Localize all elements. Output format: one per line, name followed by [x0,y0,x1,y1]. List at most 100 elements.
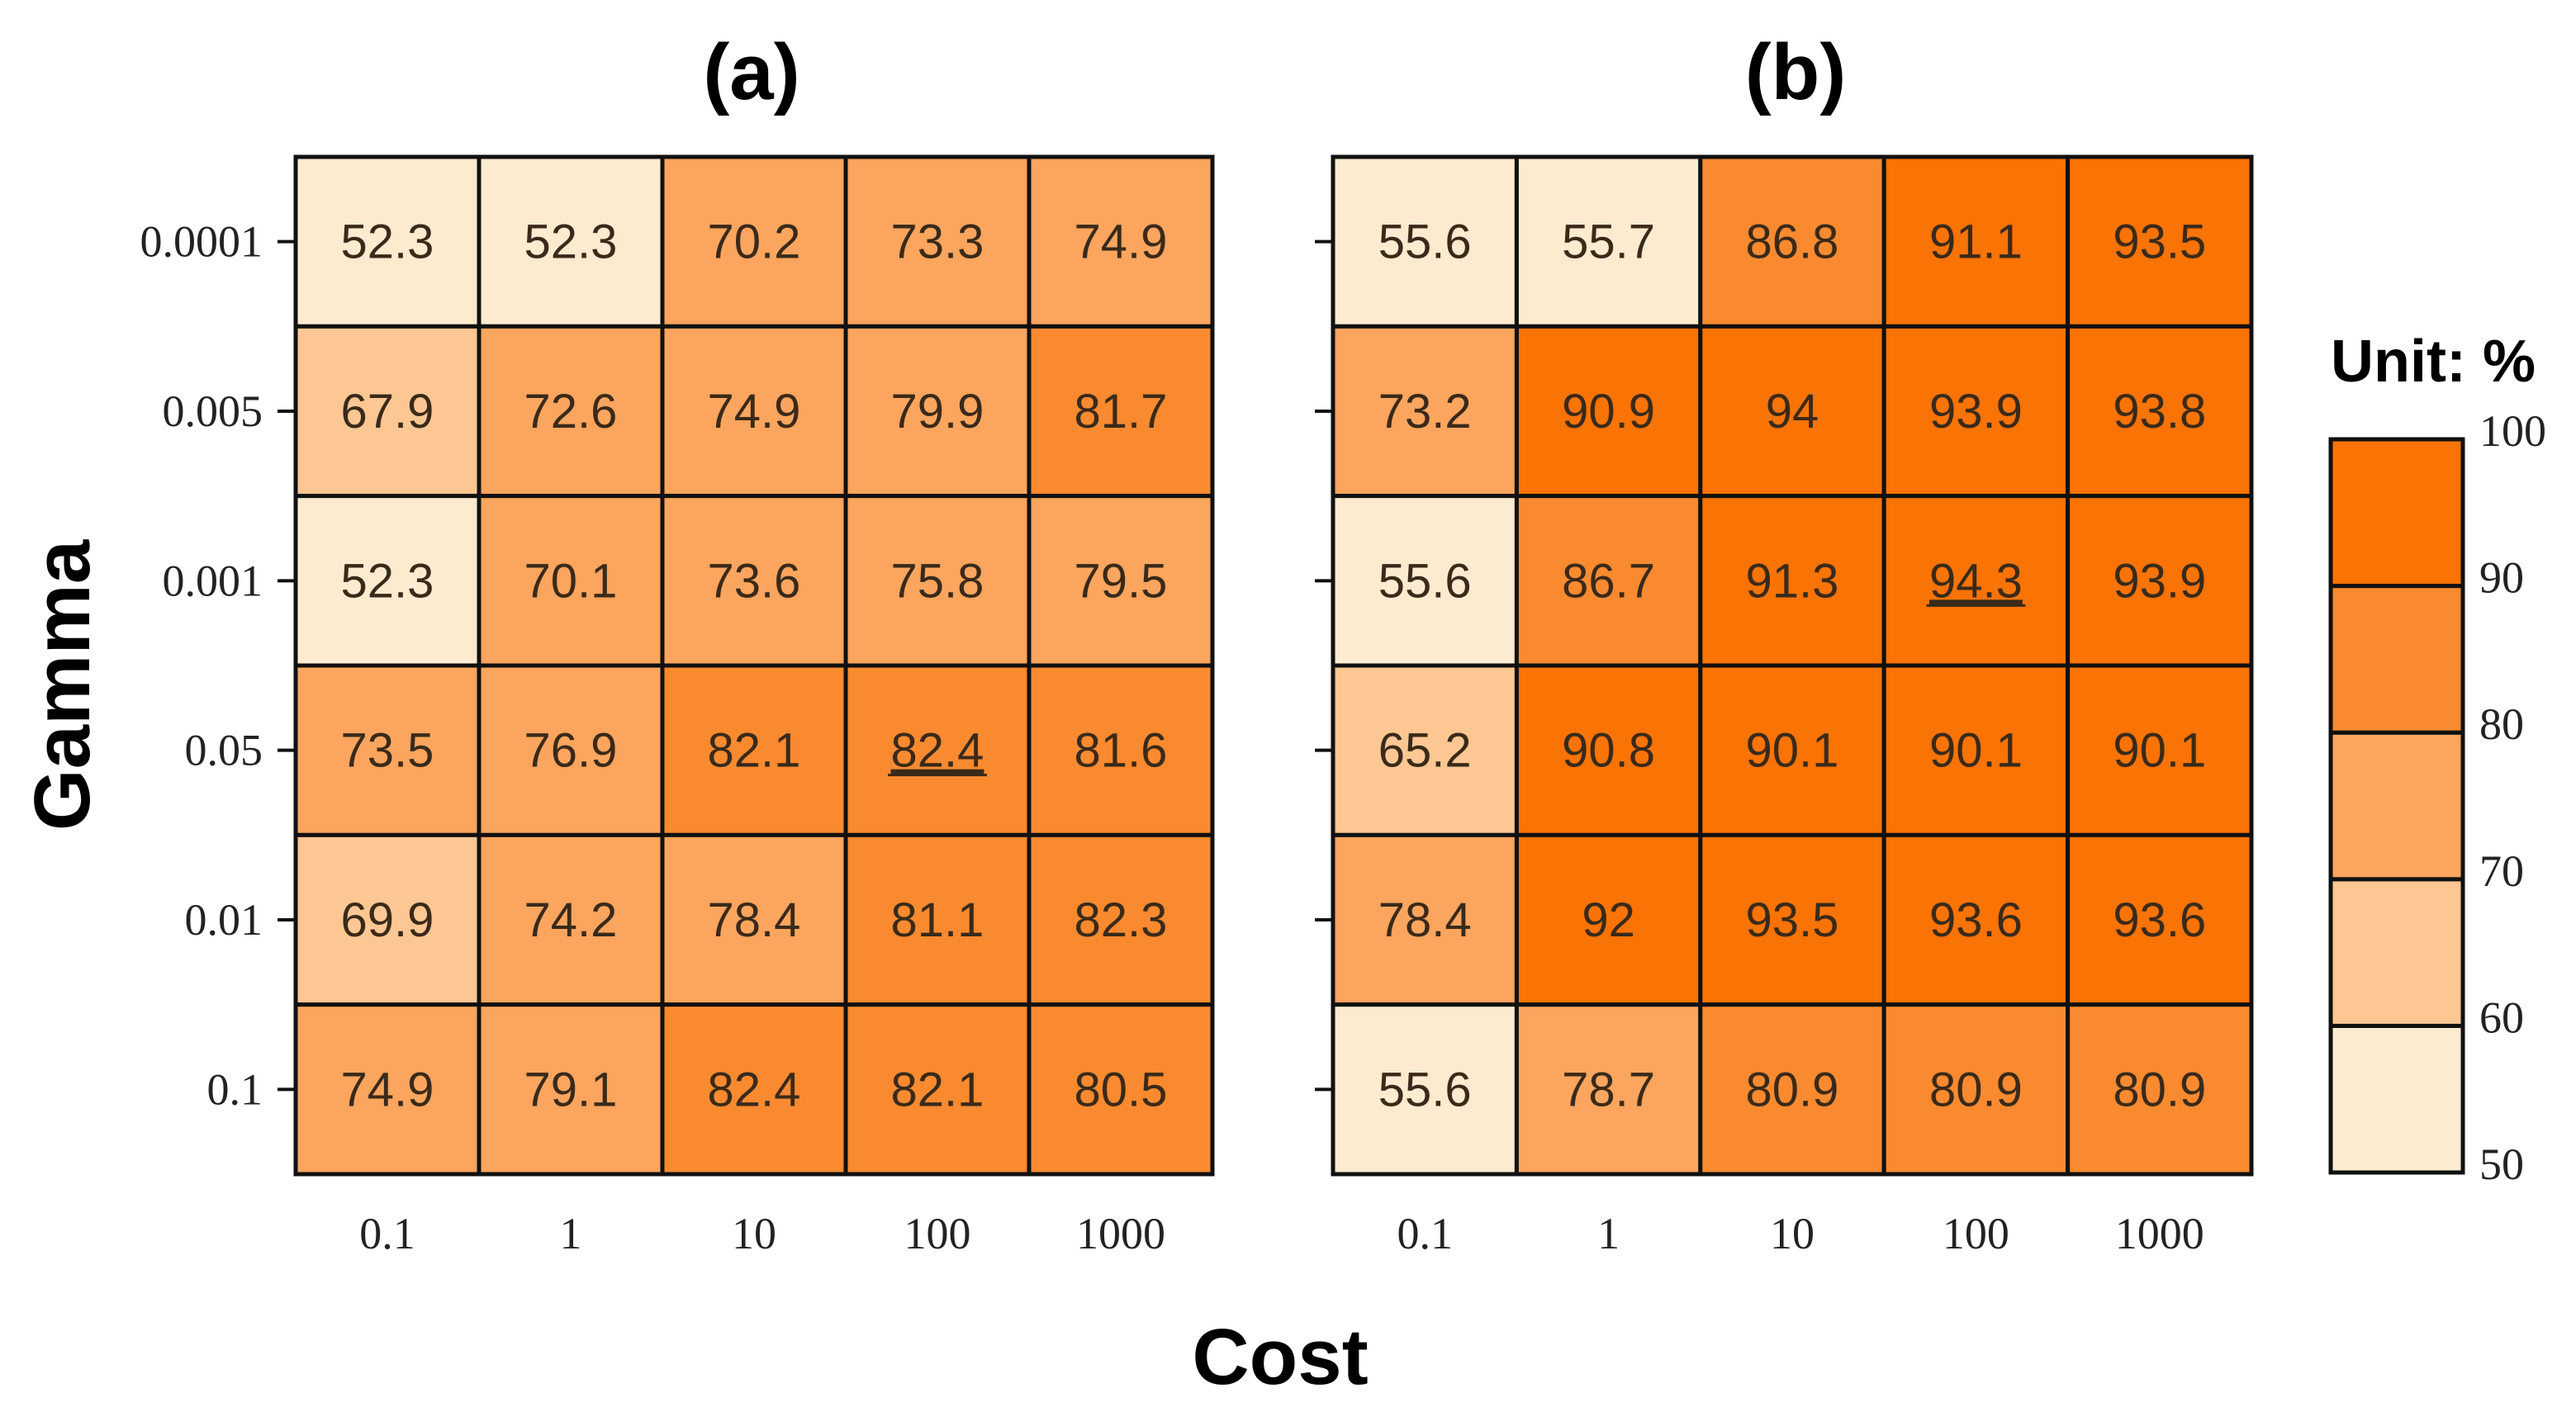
colorbar-tick-label: 70 [2479,846,2524,896]
cell-value-label: 90.1 [1929,724,2023,778]
cell-value-label: 90.9 [1562,385,1655,438]
cell-value-label: 52.3 [341,554,434,608]
cell-value-label: 74.9 [708,385,801,438]
cell-value-label: 82.4 [708,1063,801,1116]
cell-value-label: 52.3 [524,216,618,269]
cell-value-label: 79.5 [1075,554,1168,608]
cell-value-label: 90.8 [1562,724,1655,778]
cell-value-label: 80.9 [1746,1063,1839,1116]
heatmap-cell [660,324,848,499]
cell-value-label: 80.9 [1929,1063,2023,1116]
cell-value-label: 55.7 [1562,216,1655,269]
colorbar-bin [2328,437,2465,589]
heatmap-cell [1514,663,1703,837]
cell-value-label: 94.3 [1929,554,2023,608]
cell-value-label: 74.9 [341,1063,434,1116]
cell-value-label: 55.6 [1378,216,1472,269]
x-tick-label: 100 [904,1209,971,1258]
panel-title: (a) [703,28,799,116]
panel-title: (b) [1745,28,1847,116]
y-tick-label: 0.001 [163,556,263,605]
heatmap-cell [1881,1002,2071,1177]
heatmap-cell [477,663,665,837]
y-tick-label: 0.01 [185,895,263,945]
cell-value-label: 90.1 [1746,724,1839,778]
cell-value-label: 93.6 [2113,893,2206,947]
cell-value-label: 67.9 [341,385,434,438]
cell-value-label: 81.6 [1075,724,1168,778]
colorbar-tick-label: 60 [2479,992,2524,1042]
heatmap-cell [1027,832,1215,1007]
cell-value-label: 82.3 [1075,893,1168,947]
cell-value-label: 70.2 [708,216,801,269]
cell-value-label: 52.3 [341,216,434,269]
colorbar-bin [2328,1023,2465,1175]
heatmap-cell [843,1002,1032,1177]
cell-value-label: 74.9 [1075,216,1168,269]
cell-value-label: 55.6 [1378,1063,1472,1116]
cell-value-label: 73.5 [341,724,434,778]
cell-value-label: 79.1 [524,1063,618,1116]
heatmap-cell [843,832,1032,1007]
colorbar-bin [2328,877,2465,1028]
heatmap-cell [477,1002,665,1177]
heatmap-cell [660,663,848,837]
cell-value-label: 93.9 [1929,385,2023,438]
cell-value-label: 72.6 [524,385,618,438]
cell-value-label: 94 [1766,385,1819,438]
heatmap-cell [1881,154,2071,329]
cell-value-label: 80.9 [2113,1063,2206,1116]
cell-value-label: 80.5 [1075,1063,1168,1116]
cell-value-label: 74.2 [524,893,618,947]
colorbar-tick-label: 80 [2479,699,2524,749]
y-axis-title: Gamma [18,539,107,831]
cell-value-label: 93.6 [1929,893,2023,947]
cell-value-label: 79.9 [891,385,984,438]
cell-value-label: 90.1 [2113,724,2206,778]
x-tick-label: 100 [1943,1209,2009,1258]
heatmap-cell [1331,494,1519,668]
cell-value-label: 78.4 [1378,893,1472,947]
x-tick-label: 0.1 [1397,1209,1453,1258]
heatmap-cell [1698,494,1886,668]
cell-value-label: 92 [1582,893,1635,947]
cell-value-label: 70.1 [524,554,618,608]
heatmap-cell [1514,494,1703,668]
cell-value-label: 86.8 [1746,216,1839,269]
x-tick-label: 1000 [2115,1209,2204,1258]
heatmap-cell [1881,832,2071,1007]
heatmap-cell [1331,663,1519,837]
colorbar-tick-label: 100 [2479,406,2546,456]
cell-value-label: 69.9 [341,893,434,947]
heatmap-cell [1881,663,2071,837]
x-tick-label: 1 [560,1209,582,1258]
cell-value-label: 82.4 [891,724,984,778]
cell-value-label: 91.1 [1929,216,2023,269]
x-tick-label: 1000 [1076,1209,1165,1258]
cell-value-label: 91.3 [1746,554,1839,608]
heatmap-cell [1027,324,1215,499]
cell-value-label: 78.7 [1562,1063,1655,1116]
cell-value-label: 75.8 [891,554,984,608]
heatmap-cell [1698,154,1886,329]
cell-value-label: 93.9 [2113,554,2206,608]
cell-value-label: 93.5 [1746,893,1839,947]
heatmap-cell [1331,832,1519,1007]
x-tick-label: 0.1 [359,1209,415,1258]
heatmap-cell [1514,154,1703,329]
cell-value-label: 82.1 [891,1063,984,1116]
cell-value-label: 93.8 [2113,385,2206,438]
cell-value-label: 93.5 [2113,216,2206,269]
colorbar-tick-label: 50 [2479,1139,2524,1189]
cell-value-label: 73.3 [891,216,984,269]
x-tick-label: 1 [1597,1209,1620,1258]
heatmap-cell [477,154,665,329]
y-tick-label: 0.005 [163,386,263,436]
cell-value-label: 86.7 [1562,554,1655,608]
heatmap-cell [1698,832,1886,1007]
cell-value-label: 73.2 [1378,385,1472,438]
panel-a: (a) 52.3 52.3 70.2 73.3 74.9 67.9 72.6 74.9 79.9 8… [140,28,1215,1258]
colorbar-bin [2328,730,2465,882]
heatmap-cell [2066,832,2254,1007]
